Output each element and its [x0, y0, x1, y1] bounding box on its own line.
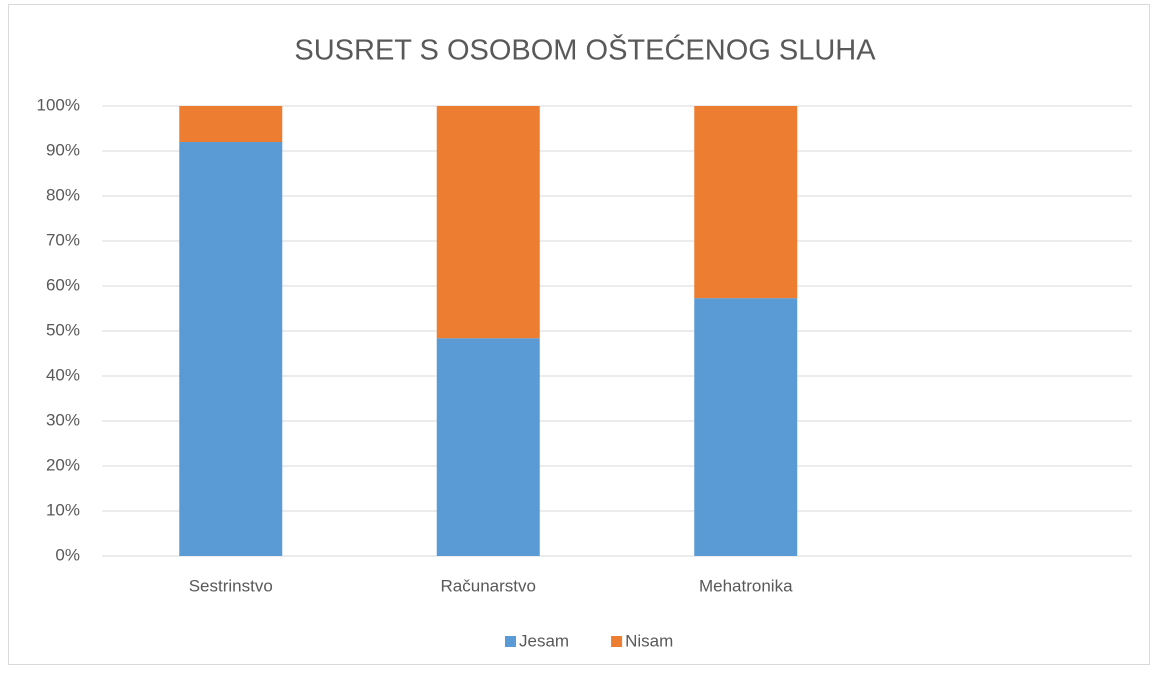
y-tick-label: 80%: [46, 185, 80, 204]
y-tick-label: 50%: [46, 320, 80, 339]
y-tick-label: 100%: [37, 95, 80, 114]
y-tick-label: 0%: [55, 545, 80, 564]
bar-segment: [694, 106, 798, 299]
x-tick-label: Mehatronika: [699, 576, 793, 595]
x-tick-label: Računarstvo: [441, 576, 536, 595]
y-tick-label: 10%: [46, 500, 80, 519]
y-tick-label: 90%: [46, 140, 80, 159]
bar-segment: [436, 106, 540, 339]
y-tick-label: 20%: [46, 455, 80, 474]
legend-swatch: [505, 636, 516, 647]
legend-label: Nisam: [625, 631, 673, 650]
y-tick-label: 30%: [46, 410, 80, 429]
legend-label: Jesam: [519, 631, 569, 650]
y-tick-label: 60%: [46, 275, 80, 294]
y-tick-label: 70%: [46, 230, 80, 249]
y-tick-label: 40%: [46, 365, 80, 384]
legend-swatch: [611, 636, 623, 647]
bar-segment: [179, 142, 283, 556]
bar-segment: [436, 338, 540, 556]
chart-title: SUSRET S OSOBOM OŠTEĆENOG SLUHA: [294, 33, 876, 67]
bar-segment: [179, 106, 283, 142]
bar-segment: [694, 298, 798, 556]
x-tick-label: Sestrinstvo: [189, 576, 273, 595]
